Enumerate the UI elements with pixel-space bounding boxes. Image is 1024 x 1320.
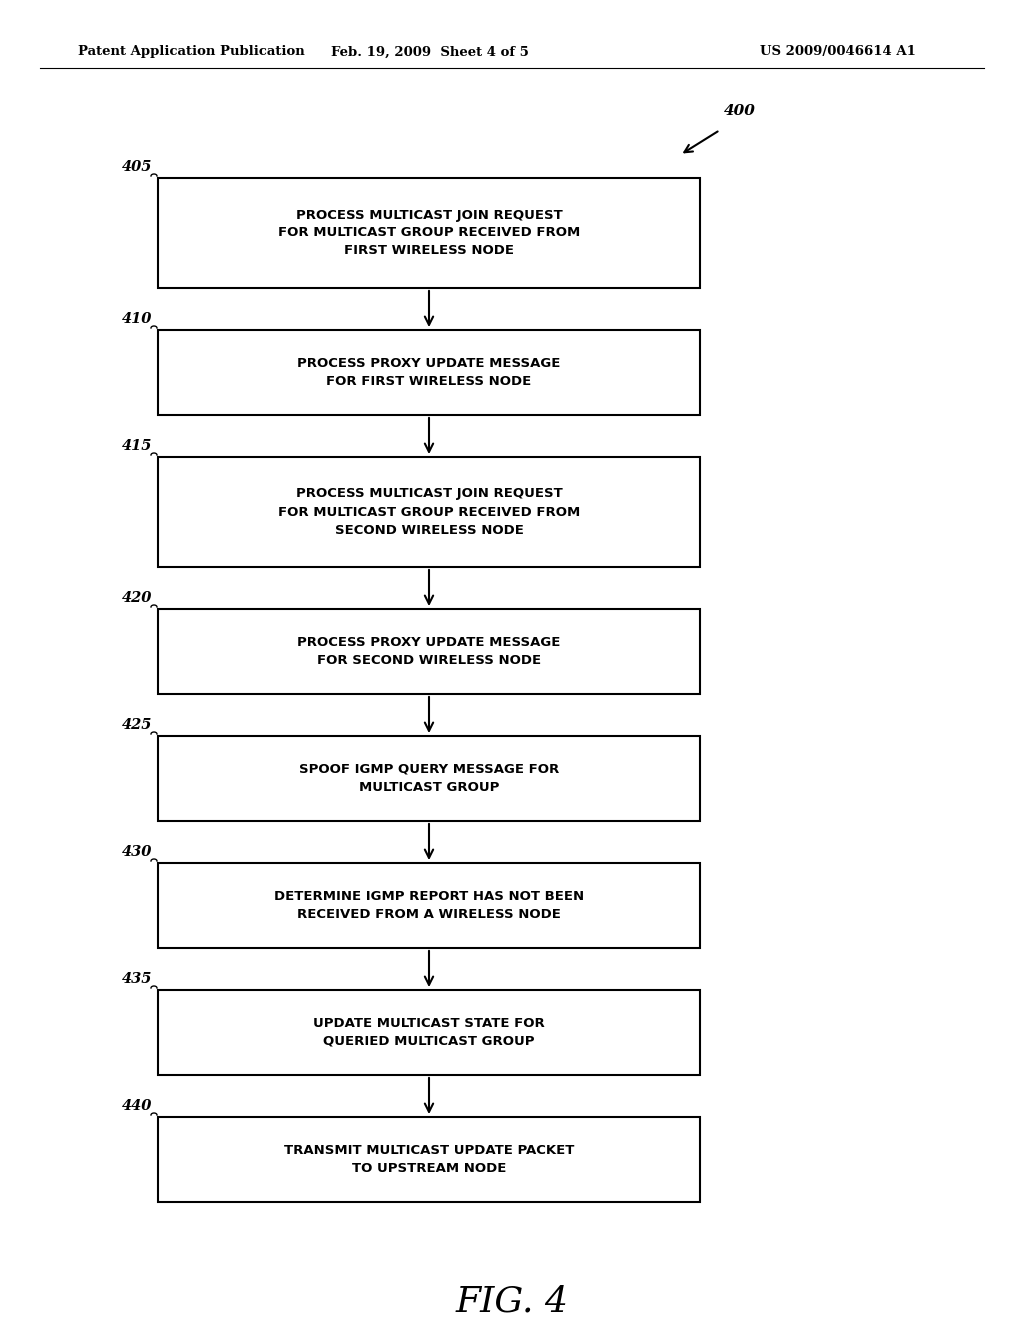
Bar xyxy=(158,990,700,1074)
Text: PROCESS PROXY UPDATE MESSAGE
FOR FIRST WIRELESS NODE: PROCESS PROXY UPDATE MESSAGE FOR FIRST W… xyxy=(297,356,561,388)
Text: SPOOF IGMP QUERY MESSAGE FOR
MULTICAST GROUP: SPOOF IGMP QUERY MESSAGE FOR MULTICAST G… xyxy=(299,763,559,795)
Text: PROCESS MULTICAST JOIN REQUEST
FOR MULTICAST GROUP RECEIVED FROM
FIRST WIRELESS : PROCESS MULTICAST JOIN REQUEST FOR MULTI… xyxy=(278,209,581,257)
Text: PROCESS PROXY UPDATE MESSAGE
FOR SECOND WIRELESS NODE: PROCESS PROXY UPDATE MESSAGE FOR SECOND … xyxy=(297,636,561,667)
Text: 415: 415 xyxy=(122,440,152,453)
Text: FIG. 4: FIG. 4 xyxy=(456,1284,568,1319)
Bar xyxy=(158,737,700,821)
Bar xyxy=(158,178,700,288)
Bar xyxy=(158,863,700,948)
Bar xyxy=(158,1117,700,1203)
Text: Feb. 19, 2009  Sheet 4 of 5: Feb. 19, 2009 Sheet 4 of 5 xyxy=(331,45,529,58)
Text: 440: 440 xyxy=(122,1100,152,1113)
Text: 400: 400 xyxy=(724,104,756,117)
Text: 405: 405 xyxy=(122,160,152,174)
Text: UPDATE MULTICAST STATE FOR
QUERIED MULTICAST GROUP: UPDATE MULTICAST STATE FOR QUERIED MULTI… xyxy=(313,1016,545,1048)
Bar xyxy=(158,609,700,694)
Text: DETERMINE IGMP REPORT HAS NOT BEEN
RECEIVED FROM A WIRELESS NODE: DETERMINE IGMP REPORT HAS NOT BEEN RECEI… xyxy=(274,890,584,921)
Text: TRANSMIT MULTICAST UPDATE PACKET
TO UPSTREAM NODE: TRANSMIT MULTICAST UPDATE PACKET TO UPST… xyxy=(284,1144,574,1175)
Text: 410: 410 xyxy=(122,312,152,326)
Text: 430: 430 xyxy=(122,845,152,859)
Text: Patent Application Publication: Patent Application Publication xyxy=(78,45,305,58)
Bar xyxy=(158,330,700,414)
Bar xyxy=(158,457,700,568)
Text: 425: 425 xyxy=(122,718,152,733)
Text: US 2009/0046614 A1: US 2009/0046614 A1 xyxy=(760,45,915,58)
Text: 435: 435 xyxy=(122,972,152,986)
Text: PROCESS MULTICAST JOIN REQUEST
FOR MULTICAST GROUP RECEIVED FROM
SECOND WIRELESS: PROCESS MULTICAST JOIN REQUEST FOR MULTI… xyxy=(278,487,581,536)
Text: 420: 420 xyxy=(122,591,152,605)
